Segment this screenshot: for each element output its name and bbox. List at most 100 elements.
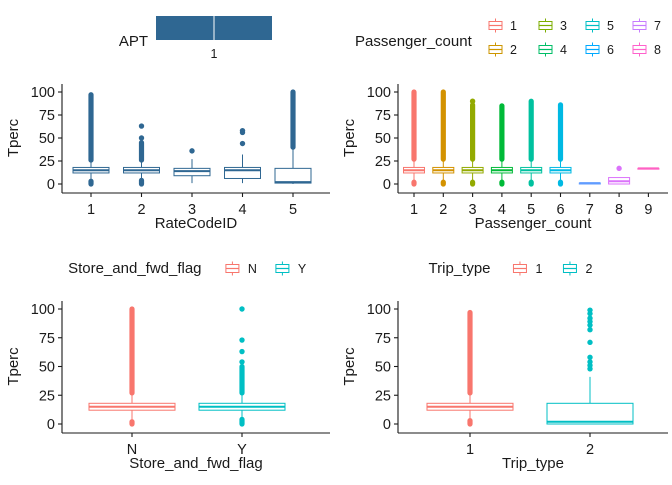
y-axis-title: Tperc	[341, 118, 358, 157]
x-axis-title: Passenger_count	[475, 215, 593, 232]
outlier-point	[587, 307, 593, 313]
legend-label: 6	[607, 43, 614, 57]
box-passenger-1	[403, 89, 425, 187]
y-tick-label: 0	[47, 417, 55, 433]
box-passenger-8	[608, 165, 631, 185]
legend-label: 4	[560, 43, 567, 57]
x-axis-title: Store_and_fwd_flag	[129, 455, 262, 472]
outlier-point	[189, 148, 195, 154]
box-store_fwd-N	[88, 306, 176, 427]
x-tick-label: 4	[498, 202, 506, 218]
y-axis-title: Tperc	[341, 347, 358, 386]
outlier-point	[239, 337, 245, 343]
x-tick-label: 5	[527, 202, 535, 218]
outlier-point	[239, 359, 245, 365]
box-passenger-4	[490, 103, 513, 187]
y-tick-label: 50	[375, 131, 391, 147]
x-tick-label: 2	[439, 202, 447, 218]
legend-title: Store_and_fwd_flag	[68, 260, 201, 277]
outlier-point	[587, 359, 593, 365]
y-tick-label: 0	[383, 177, 391, 193]
y-axis-title: Tperc	[5, 118, 22, 157]
x-tick-label: 1	[87, 202, 95, 218]
legend-label: 2	[585, 262, 592, 276]
x-tick-label: 3	[469, 202, 477, 218]
legend-title: APT	[119, 33, 148, 50]
x-tick-label: N	[127, 442, 137, 458]
legend-label: 1	[535, 262, 542, 276]
outlier-point	[587, 339, 593, 346]
box-ratecode-3	[173, 148, 211, 184]
y-tick-label: 25	[375, 154, 391, 170]
box-body	[546, 402, 634, 425]
outlier-point	[469, 98, 476, 104]
legend-label: 8	[654, 43, 661, 57]
y-axis-title: Tperc	[5, 347, 22, 386]
legend-label: 2	[510, 43, 517, 57]
box-passenger-5	[520, 98, 543, 187]
x-tick-label: 9	[644, 202, 652, 218]
y-tick-label: 25	[39, 154, 55, 170]
legend: APT 1	[119, 16, 272, 61]
outlier-point	[239, 306, 245, 312]
y-tick-label: 100	[367, 302, 391, 318]
box-body	[274, 167, 312, 184]
y-tick-label: 75	[39, 108, 55, 124]
y-tick-label: 25	[39, 388, 55, 404]
box-ratecode-2	[123, 123, 160, 187]
outlier-point	[587, 327, 593, 333]
y-tick-label: 0	[383, 417, 391, 433]
legend-label: N	[248, 262, 257, 276]
box-passenger-2	[432, 89, 455, 187]
box-passenger-9	[637, 167, 660, 170]
y-tick-label: 100	[31, 302, 55, 318]
chart-panel-ratecode: 0 25 50 75 100 1 2 3 4 5 RateCodeID Tperc APT 1	[5, 16, 330, 232]
box-store_fwd-Y	[198, 306, 286, 427]
box-passenger-6	[549, 102, 572, 187]
legend-label: 1	[510, 19, 517, 33]
y-tick-label: 75	[39, 331, 55, 347]
box-ratecode-5	[274, 89, 312, 184]
outlier-point	[616, 165, 622, 172]
x-tick-label: 2	[586, 442, 594, 458]
x-tick-label: 7	[586, 202, 594, 218]
outlier-point	[239, 348, 245, 355]
x-tick-label: 4	[238, 202, 246, 218]
x-tick-label: 6	[556, 202, 564, 218]
box-passenger-3	[461, 98, 484, 187]
legend-title: Trip_type	[429, 260, 491, 277]
legend-label: 1	[211, 47, 218, 61]
y-tick-label: 100	[367, 85, 391, 101]
outlier-point	[138, 123, 145, 129]
legend: Trip_type 1 2	[429, 260, 592, 277]
x-tick-label: 1	[466, 442, 474, 458]
x-tick-label: 1	[410, 202, 418, 218]
box-ratecode-4	[224, 127, 261, 184]
y-tick-label: 50	[375, 360, 391, 376]
outlier-point	[138, 135, 145, 141]
x-tick-label: 8	[615, 202, 623, 218]
legend-label: Y	[298, 262, 307, 276]
box-ratecode-1	[72, 92, 110, 187]
y-tick-label: 100	[31, 85, 55, 101]
outlier-point	[239, 127, 246, 134]
y-tick-label: 25	[375, 388, 391, 404]
x-tick-label: Y	[237, 442, 247, 458]
outlier-point	[239, 140, 246, 147]
outlier-point	[587, 315, 593, 321]
y-tick-label: 75	[375, 331, 391, 347]
box-trip_type-1	[426, 309, 514, 427]
x-tick-label: 5	[289, 202, 297, 218]
x-axis-title: RateCodeID	[155, 215, 238, 232]
box-passenger-7	[578, 182, 601, 185]
legend-title: Passenger_count	[355, 33, 473, 50]
legend-label: 3	[560, 19, 567, 33]
x-tick-label: 2	[137, 202, 145, 218]
y-tick-label: 50	[39, 360, 55, 376]
legend-label: 5	[607, 19, 614, 33]
legend: Passenger_count 1 2 3 4 5 6 7 8	[355, 17, 661, 58]
